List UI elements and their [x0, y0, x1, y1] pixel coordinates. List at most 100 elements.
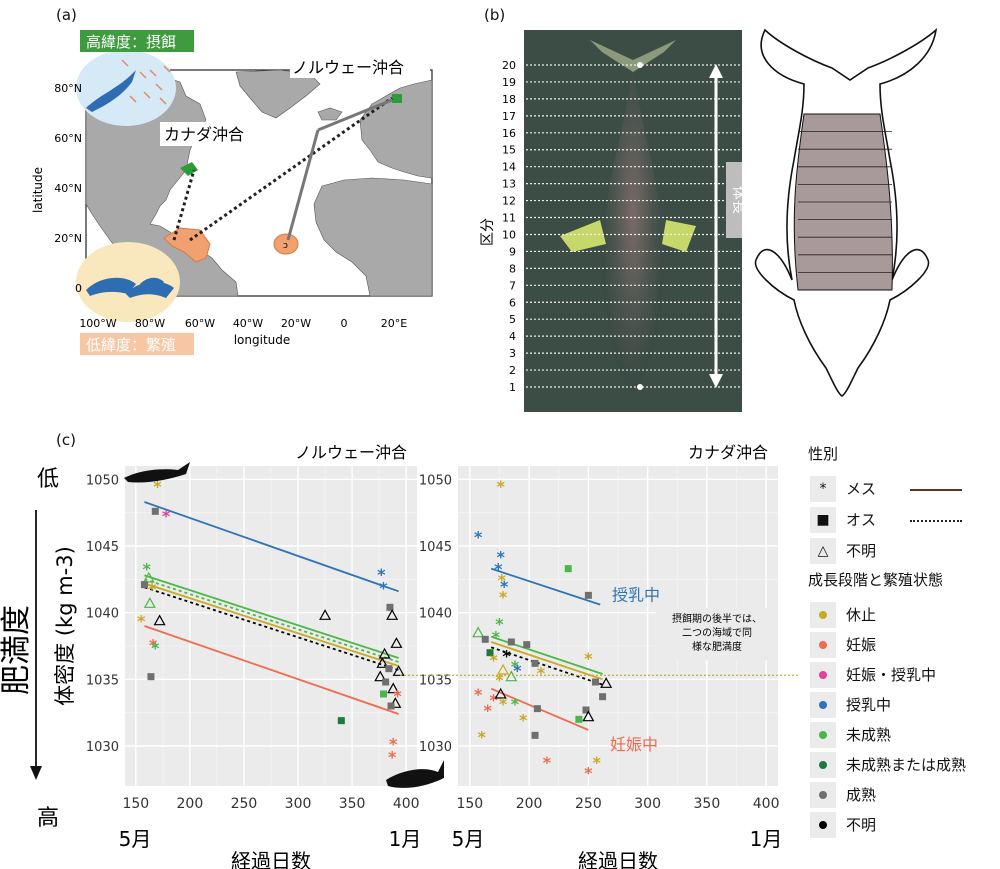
- y-tick-label: 1030: [419, 740, 452, 755]
- female-point: *: [151, 638, 160, 657]
- legend-stage-swatch: [810, 692, 836, 718]
- unknown-sex-point: [390, 637, 403, 648]
- female-point: *: [496, 548, 505, 567]
- lactating-line-label: 授乳中: [612, 586, 660, 605]
- map-lat-tick: 20°N: [54, 232, 82, 245]
- map-lon-tick: 20°E: [381, 317, 407, 330]
- segment-number: 9: [509, 245, 516, 258]
- panel-label-c: (c): [56, 431, 76, 449]
- segment-number: 20: [502, 59, 516, 72]
- female-point: *: [377, 565, 386, 584]
- canada-label-bg: [160, 122, 242, 146]
- legend-stage-dot: [819, 701, 827, 709]
- legend-stage-swatch: [810, 782, 836, 808]
- legend-stage-item: 未成熟または成熟: [810, 752, 1000, 778]
- female-point: *: [543, 753, 552, 772]
- segment-number: 6: [509, 296, 516, 309]
- female-point: *: [148, 580, 157, 599]
- legend-stage-swatch: [810, 722, 836, 748]
- africa-landmass: [313, 177, 433, 297]
- iceland-landmass: [317, 107, 343, 121]
- fatness-label: 肥満度: [0, 605, 34, 695]
- unknown-sex-point: [387, 682, 400, 694]
- regression-line: [144, 582, 399, 667]
- male-point: [337, 717, 345, 725]
- panel-label-a: (a): [56, 6, 77, 24]
- x-tick-label: 300: [285, 796, 312, 812]
- unknown-sex-point: [153, 614, 166, 626]
- legend-stage-item: 授乳中: [810, 692, 1000, 718]
- panel-label-b: (b): [484, 6, 506, 24]
- female-point: *: [584, 649, 593, 668]
- female-point: *: [474, 685, 483, 704]
- legend-stage-dot: [819, 611, 827, 619]
- female-point: *: [511, 694, 520, 713]
- photo-bottom-marker: [637, 384, 643, 390]
- female-point: *: [149, 636, 158, 655]
- migration-map: ɔ 高緯度：摂餌 低緯度：繁殖 ノルウェー沖合 カナダ沖合 80°N 60°N …: [31, 30, 433, 355]
- female-point: *: [489, 690, 498, 709]
- y-tick-label: 1040: [86, 607, 119, 622]
- female-point: *: [511, 657, 520, 676]
- whale-photo: [601, 70, 665, 395]
- x-axis-label: 経過日数: [231, 849, 311, 869]
- female-point: *: [474, 528, 483, 547]
- y-tick-label: 1045: [86, 540, 119, 555]
- male-point: [151, 507, 159, 515]
- legend-stage-item: 妊娠: [810, 632, 1000, 658]
- male-point: [523, 641, 531, 649]
- unknown-sex-point: [494, 687, 507, 699]
- female-point: *: [489, 650, 498, 669]
- female-point: *: [519, 710, 528, 729]
- route-norway-caribbean: [189, 96, 393, 242]
- segment-number: 4: [509, 330, 516, 343]
- fatness-low-label: 低: [37, 467, 59, 492]
- female-point: *: [492, 628, 501, 647]
- female-point: *: [142, 560, 151, 579]
- x-tick-label: 400: [393, 796, 420, 812]
- map-lon-tick: 40°W: [233, 317, 263, 330]
- legend-stage-item: 成熟: [810, 782, 1000, 808]
- segment-number: 15: [502, 144, 516, 157]
- segment-number: 5: [509, 313, 516, 326]
- fatness-arrow-head: [30, 766, 42, 780]
- month-start-label: 5月: [119, 827, 152, 851]
- high-lat-label: 高緯度：摂餌: [86, 33, 176, 51]
- female-point: *: [389, 734, 398, 753]
- x-axis-label: 経過日数: [578, 849, 658, 869]
- low-lat-label-bg: [80, 333, 194, 355]
- fatness-high-label: 高: [37, 806, 59, 831]
- legend-stage-dot: [819, 731, 827, 739]
- unknown-sex-point: [600, 677, 613, 688]
- x-tick-label: 350: [339, 796, 366, 812]
- legend-stage-swatch: [810, 632, 836, 658]
- male-point: [575, 715, 583, 723]
- unknown-sex-point: [386, 609, 399, 620]
- male-point: [591, 678, 599, 686]
- segment-number: 17: [502, 110, 516, 123]
- male-point: [599, 693, 607, 701]
- route-capeverde-1: [286, 129, 320, 241]
- map-ylabel: latitude: [31, 167, 45, 213]
- female-point: *: [495, 670, 504, 689]
- norway-label-bg: [290, 56, 430, 78]
- male-point: [386, 603, 394, 611]
- unknown-sex-point: [378, 647, 391, 659]
- male-point: [140, 581, 148, 589]
- body-length-label: 体長: [730, 186, 746, 214]
- breeding-whale-icon-2: [126, 281, 174, 298]
- month-end-label: 1月: [389, 827, 422, 851]
- segment-number: 18: [502, 93, 516, 106]
- high-lat-label-bg: [80, 30, 194, 52]
- legend-stage-label: 未成熟: [846, 726, 892, 744]
- female-point: *: [499, 588, 508, 607]
- segment-number: 14: [502, 161, 516, 174]
- norway-feeding-area: [392, 94, 402, 103]
- caribbean-breeding-area: [163, 227, 211, 263]
- segment-number: 12: [502, 195, 516, 208]
- legend-stage-dot: [819, 641, 827, 649]
- annotation-text: 摂餌期の後半では、二つの海域で同様な肥満度: [672, 612, 762, 653]
- cape-verde-glyph: ɔ: [283, 241, 288, 251]
